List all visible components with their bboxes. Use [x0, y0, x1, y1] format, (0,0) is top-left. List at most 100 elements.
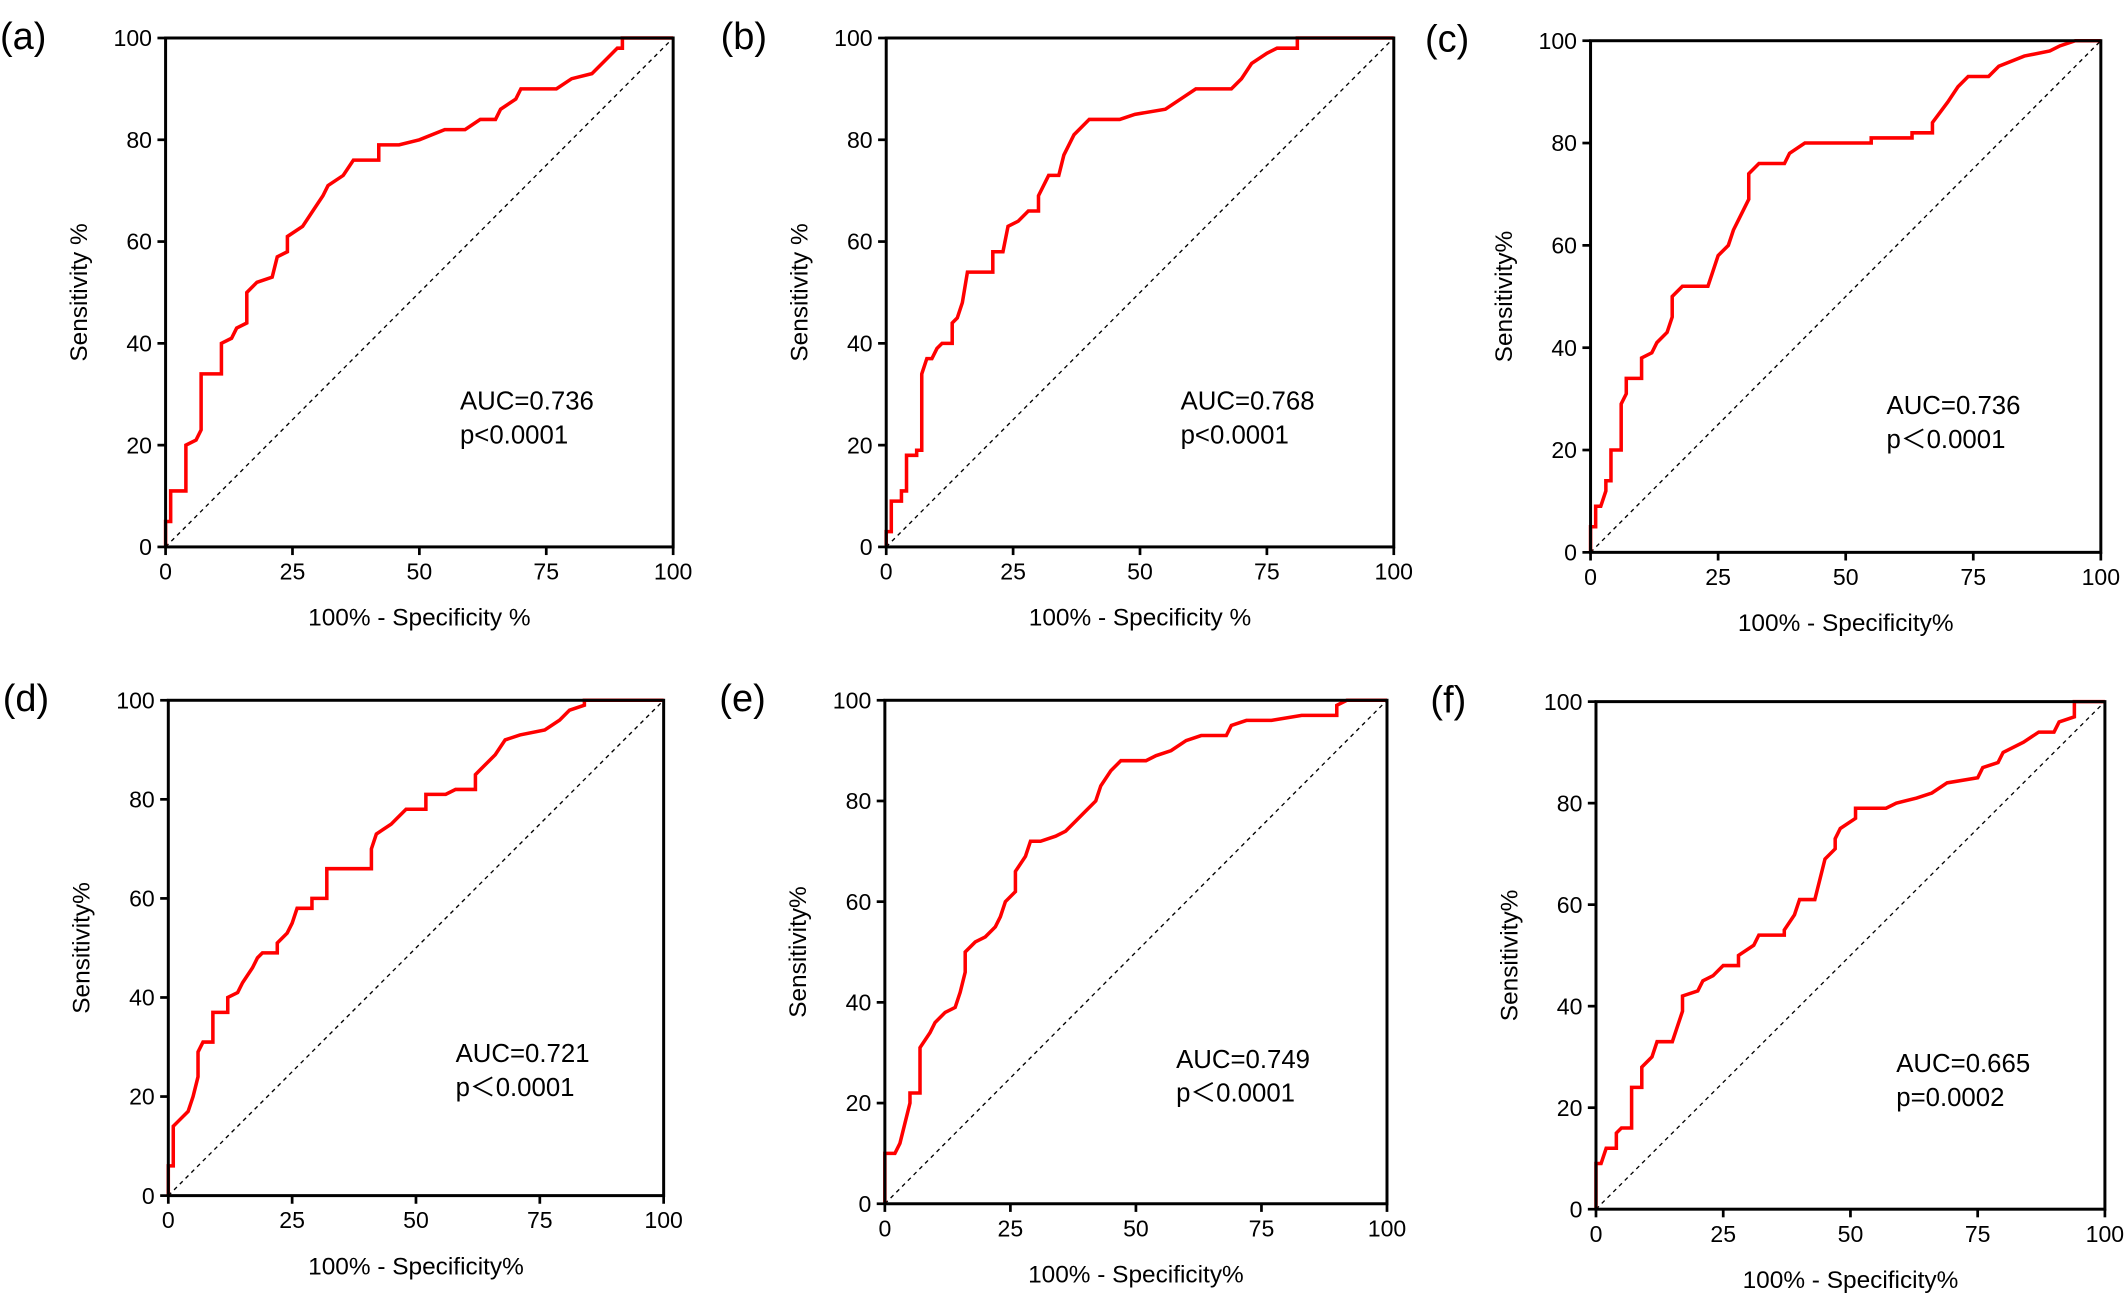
- x-tick-label: 100: [644, 1207, 682, 1233]
- x-tick-label: 100: [1368, 1215, 1406, 1241]
- x-tick-label: 100: [1375, 558, 1413, 584]
- y-tick-label: 20: [847, 432, 873, 458]
- diagonal: [884, 699, 1388, 1205]
- y-tick-label: 80: [1551, 130, 1577, 156]
- x-tick-label: 75: [1960, 564, 1986, 590]
- y-tick-label: 0: [860, 534, 873, 560]
- x-tick-label: 50: [407, 558, 433, 584]
- x-axis-label: 100% - Specificity%: [1028, 1261, 1244, 1288]
- y-tick-label: 40: [847, 330, 873, 356]
- diagonal: [885, 37, 1395, 548]
- diagonal: [1590, 40, 2102, 553]
- y-tick-label: 60: [1557, 892, 1583, 918]
- y-tick-label: 60: [126, 229, 152, 255]
- x-tick-label: 75: [1249, 1215, 1275, 1241]
- x-tick-label: 25: [279, 1207, 305, 1233]
- roc-curve: [1588, 38, 2101, 553]
- x-axis-label: 100% - Specificity%: [1743, 1267, 1959, 1294]
- x-tick-label: 25: [280, 558, 306, 584]
- y-tick-label: 40: [846, 990, 872, 1016]
- panel-label: (a): [0, 16, 46, 58]
- x-tick-label: 0: [162, 1207, 175, 1233]
- x-tick-label: 0: [1590, 1221, 1603, 1247]
- y-axis-label: Sensitivity %: [787, 223, 814, 361]
- annotation: AUC=0.721: [456, 1040, 590, 1068]
- y-tick-label: 20: [1557, 1095, 1583, 1121]
- y-tick-label: 0: [139, 534, 152, 560]
- y-axis-label: Sensitivity %: [66, 223, 93, 361]
- x-tick-label: 50: [403, 1207, 429, 1233]
- y-tick-label: 20: [1551, 437, 1577, 463]
- annotation: p＜0.0001: [1887, 426, 2006, 454]
- x-tick-label: 100: [2082, 564, 2120, 590]
- roc-curve: [163, 36, 674, 547]
- x-tick-label: 25: [998, 1215, 1024, 1241]
- y-tick-label: 0: [142, 1183, 155, 1209]
- annotation: p＜0.0001: [1176, 1080, 1295, 1108]
- x-axis-label: 100% - Specificity%: [308, 1253, 524, 1280]
- y-tick-label: 20: [846, 1090, 872, 1116]
- y-tick-label: 20: [129, 1084, 155, 1110]
- diagonal: [167, 699, 665, 1197]
- y-tick-label: 100: [116, 687, 154, 713]
- panel-label: (e): [719, 678, 765, 720]
- x-tick-label: 0: [1584, 564, 1597, 590]
- y-axis-label: Sensitivity%: [69, 882, 96, 1014]
- y-tick-label: 100: [833, 687, 871, 713]
- y-tick-label: 80: [126, 127, 152, 153]
- diagonal: [1595, 701, 2106, 1210]
- y-tick-label: 80: [846, 788, 872, 814]
- x-tick-label: 25: [1705, 564, 1731, 590]
- y-tick-label: 20: [126, 432, 152, 458]
- annotation: AUC=0.736: [1887, 392, 2021, 420]
- roc-curve: [883, 698, 1387, 1204]
- annotation: AUC=0.736: [460, 388, 594, 416]
- roc-curve: [1594, 699, 2105, 1210]
- y-tick-label: 60: [846, 889, 872, 915]
- x-tick-label: 50: [1127, 558, 1153, 584]
- panel: (a) 0 25 50 75 100 0 20 40 60 80 100 100% - Specific…: [0, 16, 692, 632]
- x-axis-label: 100% - Specificity %: [1029, 605, 1251, 632]
- annotation: p=0.0002: [1896, 1084, 2004, 1112]
- y-tick-label: 60: [847, 229, 873, 255]
- panel-label: (f): [1430, 679, 1466, 721]
- x-tick-label: 25: [1710, 1221, 1736, 1247]
- y-tick-label: 100: [1539, 28, 1577, 54]
- y-tick-label: 40: [1551, 335, 1577, 361]
- y-tick-label: 100: [114, 25, 152, 51]
- x-tick-label: 50: [1833, 564, 1859, 590]
- panel: (d) 0 25 50 75 100 0 20 40 60 80 100 100% - Specific…: [3, 678, 683, 1280]
- y-tick-label: 100: [1544, 689, 1582, 715]
- y-tick-label: 0: [1570, 1196, 1583, 1222]
- x-tick-label: 100: [654, 558, 692, 584]
- y-tick-label: 40: [1557, 993, 1583, 1019]
- annotation: AUC=0.749: [1176, 1046, 1310, 1074]
- y-tick-label: 100: [834, 25, 872, 51]
- roc-curve: [166, 698, 664, 1196]
- annotation: AUC=0.768: [1181, 388, 1315, 416]
- roc-curve: [884, 36, 1394, 547]
- x-tick-label: 0: [159, 558, 172, 584]
- y-tick-label: 80: [1557, 790, 1583, 816]
- x-tick-label: 25: [1000, 558, 1026, 584]
- x-tick-label: 50: [1838, 1221, 1864, 1247]
- diagonal: [165, 37, 674, 548]
- x-tick-label: 75: [1965, 1221, 1991, 1247]
- x-tick-label: 75: [1254, 558, 1280, 584]
- y-tick-label: 60: [129, 886, 155, 912]
- x-axis-label: 100% - Specificity%: [1738, 610, 1954, 637]
- y-tick-label: 40: [126, 330, 152, 356]
- panel: (e) 0 25 50 75 100 0 20 40 60 80 100 100% - Specific…: [719, 678, 1406, 1288]
- y-tick-label: 40: [129, 985, 155, 1011]
- y-tick-label: 80: [129, 786, 155, 812]
- x-tick-label: 75: [533, 558, 559, 584]
- y-axis-label: Sensitivity%: [1491, 231, 1518, 363]
- y-tick-label: 0: [858, 1191, 871, 1217]
- y-tick-label: 80: [847, 127, 873, 153]
- panel: (f) 0 25 50 75 100 0 20 40 60 80 100 100% - Specific…: [1430, 679, 2124, 1293]
- panel-label: (c): [1425, 19, 1469, 61]
- panel: (b) 0 25 50 75 100 0 20 40 60 80 100 100% - Specific…: [721, 16, 1413, 632]
- x-axis-label: 100% - Specificity %: [308, 605, 530, 632]
- x-tick-label: 100: [2086, 1221, 2124, 1247]
